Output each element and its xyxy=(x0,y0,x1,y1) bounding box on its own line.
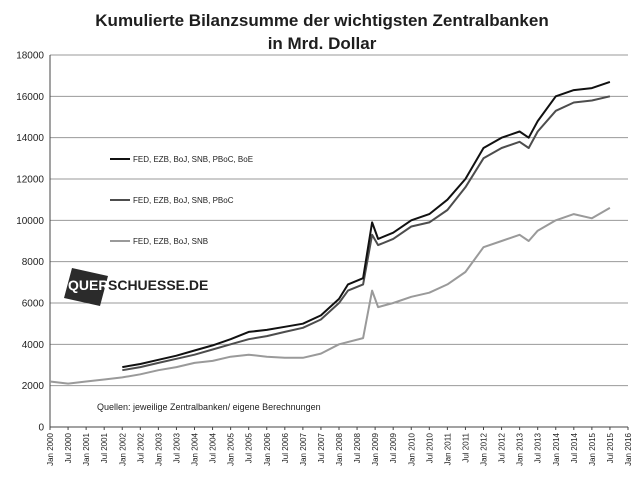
x-tick-label: Jul 2006 xyxy=(281,432,290,463)
y-tick-label: 8000 xyxy=(22,257,45,268)
x-tick-label: Jan 2014 xyxy=(552,432,561,465)
chart-subtitle: in Mrd. Dollar xyxy=(268,34,377,53)
grid xyxy=(50,54,628,387)
y-tick-label: 18000 xyxy=(16,51,44,62)
y-tick-label: 12000 xyxy=(16,175,44,186)
x-tick-labels: Jan 2000 Jul 2000 Jan 2001 Jul 2001 Jan 2002… xyxy=(46,432,633,465)
querschuesse-logo: QUER SCHUESSE.DE xyxy=(64,268,208,306)
x-tick-label: Jul 2009 xyxy=(389,432,398,463)
x-tick-label: Jan 2008 xyxy=(335,432,344,465)
y-tick-labels: 0 2000 4000 6000 8000 10000 12000 14000 16000 180… xyxy=(16,51,44,434)
x-tick-label: Jan 2013 xyxy=(516,432,525,465)
x-tick-label: Jan 2001 xyxy=(82,432,91,465)
y-tick-label: 0 xyxy=(38,423,44,434)
x-tick-label: Jan 2000 xyxy=(46,432,55,465)
y-tick-label: 16000 xyxy=(16,92,44,103)
legend-label-series-2: FED, EZB, BoJ, SNB, PBoC xyxy=(133,196,234,205)
x-tick-label: Jan 2015 xyxy=(588,432,597,465)
x-tick-label: Jan 2004 xyxy=(191,432,200,465)
y-tick-label: 14000 xyxy=(16,133,44,144)
y-tick-label: 4000 xyxy=(22,340,45,351)
y-tick-label: 10000 xyxy=(16,216,44,227)
x-tick-label: Jan 2005 xyxy=(227,432,236,465)
y-tick-label: 2000 xyxy=(22,381,45,392)
x-tick-label: Jul 2000 xyxy=(64,432,73,463)
legend: FED, EZB, BoJ, SNB, PBoC, BoE FED, EZB, … xyxy=(110,155,253,246)
series-line-2 xyxy=(122,95,611,372)
logo-mark xyxy=(64,268,108,306)
x-tick-label: Jul 2010 xyxy=(425,432,434,463)
x-tick-label: Jan 2010 xyxy=(407,432,416,465)
x-tick-label: Jan 2012 xyxy=(480,432,489,465)
x-tick-label: Jul 2013 xyxy=(534,432,543,463)
x-tick-label: Jan 2006 xyxy=(263,432,272,465)
x-tick-label: Jan 2003 xyxy=(154,432,163,465)
x-tick-label: Jul 2012 xyxy=(498,432,507,463)
x-tick-label: Jul 2002 xyxy=(136,432,145,463)
x-tick-label: Jul 2015 xyxy=(606,432,615,463)
x-tick-label: Jan 2007 xyxy=(299,432,308,465)
logo-text-dark-part: QUER xyxy=(68,277,108,293)
source-note: Quellen: jeweilige Zentralbanken/ eigene… xyxy=(97,402,321,412)
x-tick-label: Jul 2007 xyxy=(317,432,326,463)
x-tick-label: Jul 2004 xyxy=(209,432,218,463)
x-tick-label: Jul 2005 xyxy=(245,432,254,463)
logo-text-light-part: SCHUESSE.DE xyxy=(108,277,208,293)
legend-label-series-1: FED, EZB, BoJ, SNB, PBoC, BoE xyxy=(133,155,253,164)
series-line-3 xyxy=(49,207,611,385)
x-tick-label: Jul 2003 xyxy=(172,432,181,463)
x-tick-label: Jan 2009 xyxy=(371,432,380,465)
y-tick-label: 6000 xyxy=(22,299,45,310)
x-tick-label: Jan 2002 xyxy=(118,432,127,465)
chart-title: Kumulierte Bilanzsumme der wichtigsten Z… xyxy=(95,11,548,30)
legend-label-series-3: FED, EZB, BoJ, SNB xyxy=(133,237,208,246)
x-tick-label: Jul 2008 xyxy=(353,432,362,463)
axes xyxy=(49,55,629,430)
x-tick-label: Jan 2016 xyxy=(624,432,633,465)
series-line-1 xyxy=(122,80,611,369)
series-lines xyxy=(49,80,611,385)
x-tick-label: Jul 2014 xyxy=(570,432,579,463)
x-tick-label: Jul 2001 xyxy=(100,432,109,463)
x-tick-label: Jan 2011 xyxy=(443,432,452,465)
x-tick-label: Jul 2011 xyxy=(461,432,470,462)
